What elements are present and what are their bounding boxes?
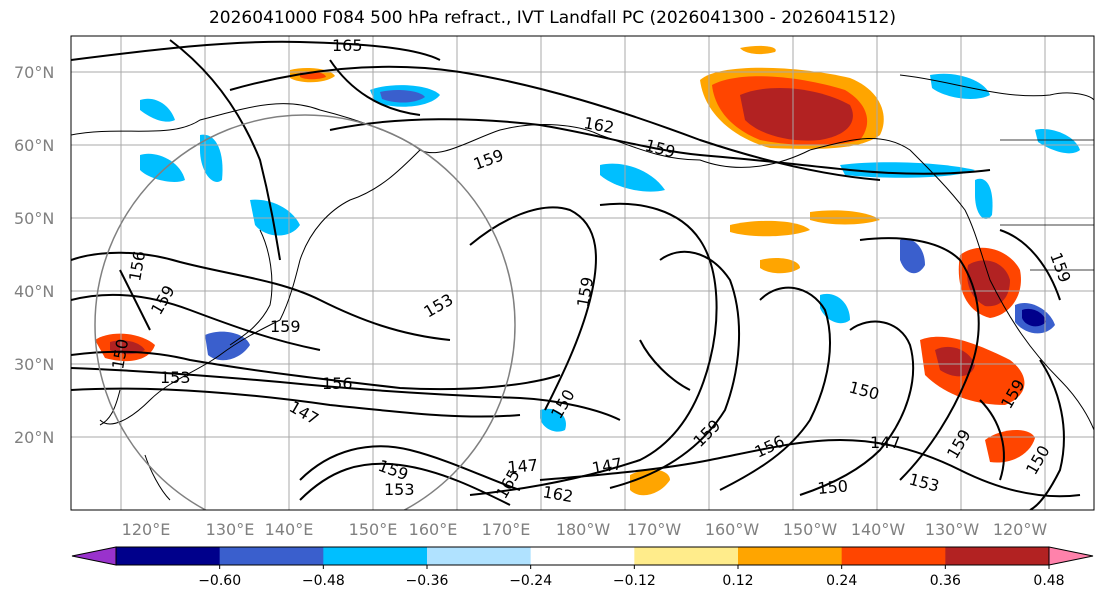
colorbar-tick-label: 0.12: [722, 573, 753, 589]
lon-label: 170°E: [482, 520, 531, 539]
colorbar-tick-label: −0.48: [302, 573, 345, 589]
lon-label: 170°W: [627, 520, 682, 539]
map-panel: 165 162 159 159 156 153 159 159 159 153 …: [71, 36, 1094, 510]
contour-label: 153: [160, 368, 191, 387]
colorbar-frame: [115, 546, 1050, 566]
lon-label: 130°E: [206, 520, 255, 539]
contour-label: 159: [270, 317, 301, 336]
lat-label: 40°N: [14, 282, 54, 301]
colorbar-tick-label: −0.12: [613, 573, 656, 589]
contour-lines: [71, 39, 1081, 510]
colorbar-tick-label: −0.36: [406, 573, 449, 589]
colorbar-segment: [841, 547, 946, 565]
colorbar: −0.60 −0.48 −0.36 −0.24 −0.12 0.12 0.24 0.36 0.4…: [71, 546, 1094, 589]
colorbar-tick-label: 0.24: [826, 573, 857, 589]
landfall-region-circle: [94, 114, 516, 510]
map-title: 2026041000 F084 500 hPa refract., IVT La…: [208, 8, 896, 28]
contour-label: 150: [817, 476, 849, 498]
contour-label: 165: [332, 36, 363, 55]
lat-label: 20°N: [14, 428, 54, 447]
lat-label: 60°N: [14, 136, 54, 155]
colorbar-segment: [634, 547, 739, 565]
lat-label: 70°N: [14, 63, 54, 82]
colorbar-segment: [116, 547, 221, 565]
colorbar-tick-label: −0.60: [198, 573, 241, 589]
anomaly-shading: [95, 45, 1080, 496]
map-frame: [70, 35, 1095, 511]
borders: [1000, 139, 1094, 271]
lat-label: 30°N: [14, 355, 54, 374]
colorbar-extend-low: [71, 546, 117, 566]
lon-label: 130°W: [925, 520, 980, 539]
lon-label: 160°E: [409, 520, 458, 539]
colorbar-extend-high: [1048, 546, 1094, 566]
lon-label: 160°W: [705, 520, 760, 539]
latitude-axis: 70°N 60°N 50°N 40°N 30°N 20°N: [14, 63, 54, 447]
lon-label: 120°E: [122, 520, 171, 539]
lon-label: 150°W: [783, 520, 838, 539]
coastlines: [71, 74, 1094, 501]
lon-label: 180°W: [556, 520, 611, 539]
contour-label: 147: [870, 433, 901, 452]
lon-label: 140°W: [851, 520, 906, 539]
lon-label: 140°E: [265, 520, 314, 539]
colorbar-segment: [945, 547, 1050, 565]
contour-label: 147: [507, 455, 539, 477]
colorbar-segment: [219, 547, 324, 565]
colorbar-segment: [738, 547, 843, 565]
contour-label: 156: [322, 374, 353, 393]
colorbar-tick-label: 0.36: [930, 573, 961, 589]
colorbar-segment: [530, 547, 635, 565]
longitude-axis: 120°E 130°E 140°E 150°E 160°E 170°E 180°…: [122, 520, 1048, 539]
contour-label: 153: [384, 480, 415, 499]
lat-label: 50°N: [14, 209, 54, 228]
lon-label: 150°E: [349, 520, 398, 539]
lon-label: 120°W: [993, 520, 1048, 539]
colorbar-tick-label: −0.24: [509, 573, 552, 589]
colorbar-tick-label: 0.48: [1033, 573, 1064, 589]
colorbar-segment: [427, 547, 532, 565]
colorbar-segment: [323, 547, 428, 565]
